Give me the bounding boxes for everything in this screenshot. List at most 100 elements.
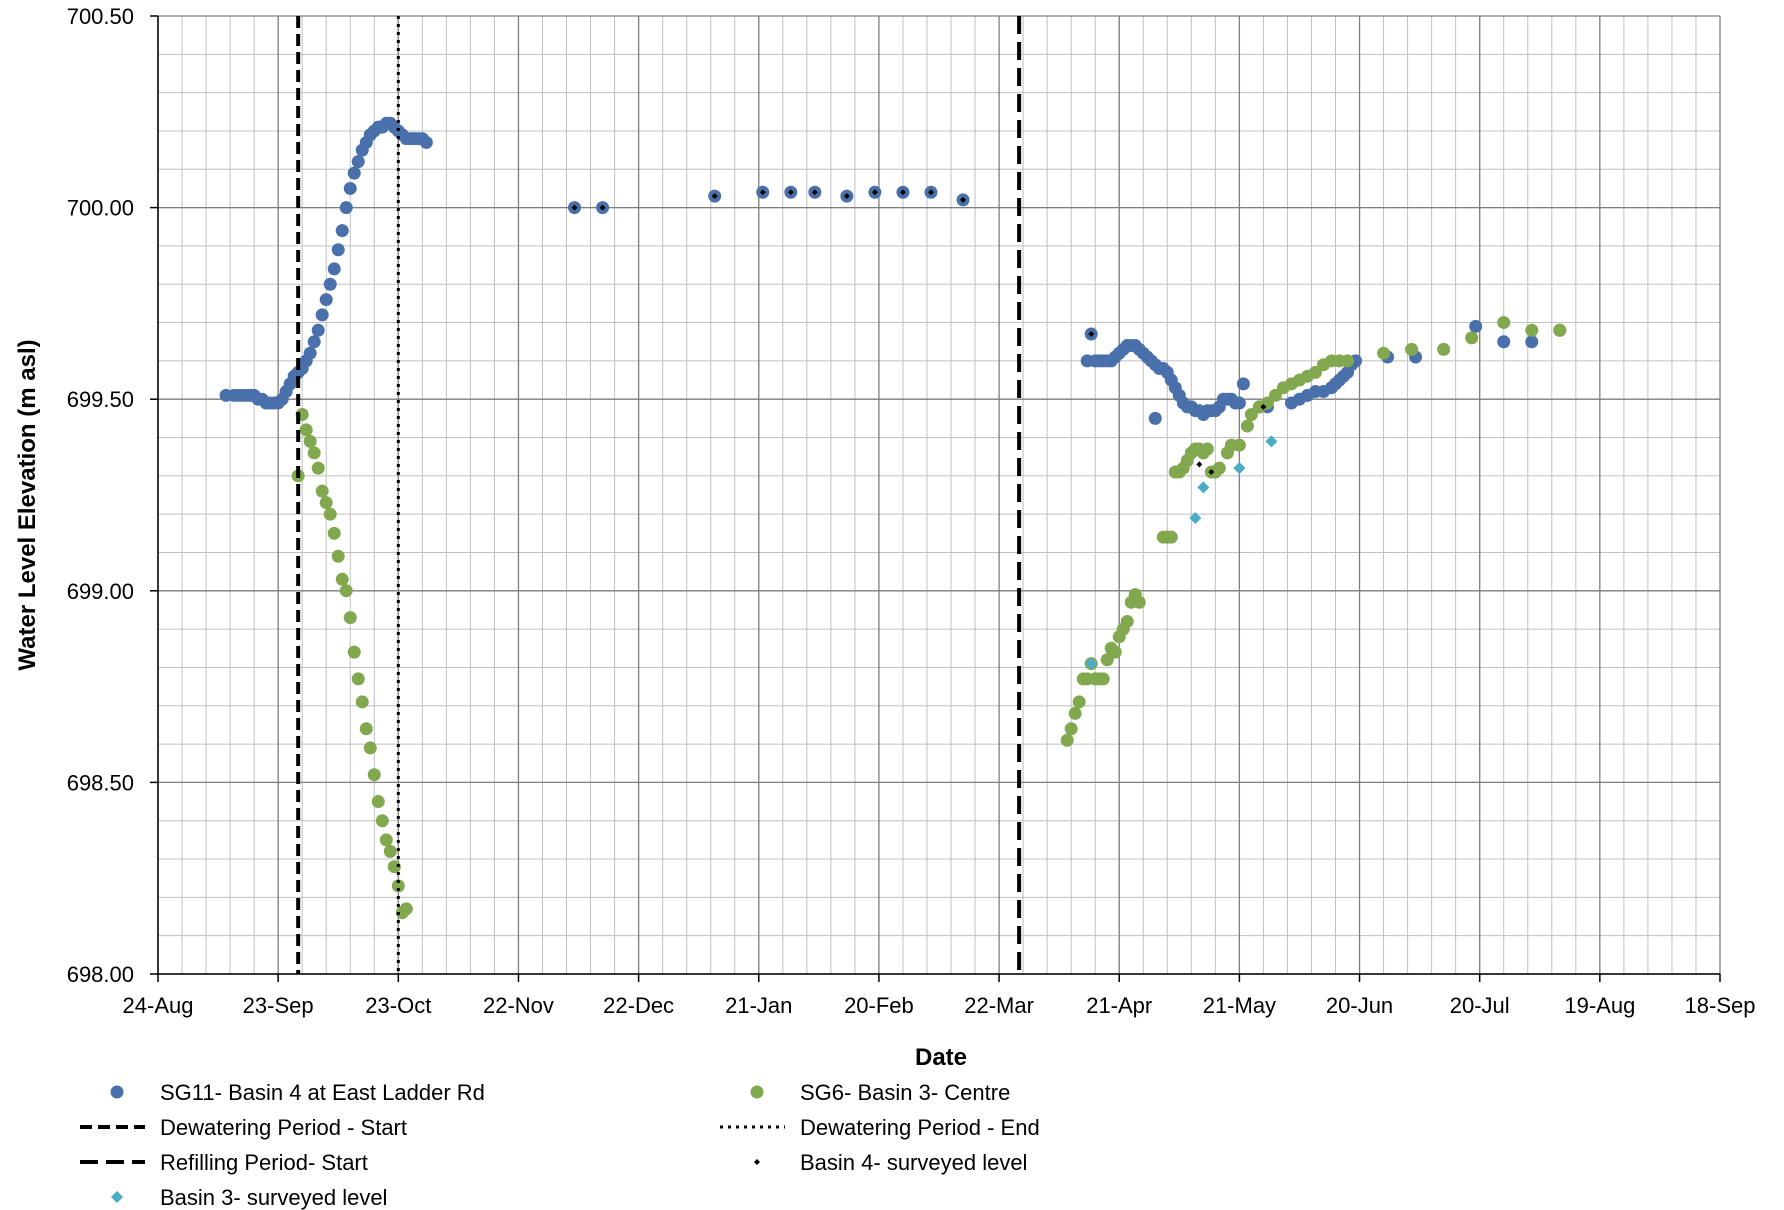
y-axis-title: Water Level Elevation (m asl) [14,339,41,670]
data-point [759,189,766,196]
data-point [383,844,397,858]
legend-item: Dewatering Period - End [720,1115,1040,1140]
data-point [1232,438,1246,452]
data-point [1553,323,1567,337]
data-point [927,189,934,196]
data-point [371,795,385,809]
data-point [375,814,389,828]
data-point [1208,469,1215,476]
data-point [1096,672,1110,686]
data-point [335,572,349,586]
data-point [1525,335,1539,349]
data-point [1085,657,1098,670]
legend-label: SG6- Basin 3- Centre [800,1080,1010,1105]
legend-symbol [750,1085,764,1099]
data-point [1200,442,1214,456]
data-point [311,461,325,475]
data-point [307,446,321,460]
data-point [1197,481,1210,494]
x-tick-label: 18-Sep [1685,993,1756,1018]
legend: SG11- Basin 4 at East Ladder Rd SG6- Basi… [80,1080,1040,1210]
data-point [331,549,345,563]
data-point [1068,706,1082,720]
data-point [1212,461,1226,475]
data-point [347,166,361,180]
data-point [355,695,369,709]
x-tick-label: 22-Nov [483,993,554,1018]
data-point [351,672,365,686]
data-point [311,323,325,337]
data-point [303,346,317,360]
data-point [399,902,413,916]
legend-item: Refilling Period- Start [80,1150,368,1175]
legend-item: Dewatering Period - Start [80,1115,407,1140]
data-point [1060,733,1074,747]
legend-symbol [111,1191,123,1203]
data-point [1260,403,1267,410]
series-0 [219,116,1567,425]
data-point [343,181,357,195]
data-series [219,116,1567,920]
x-tick-label: 20-Jun [1326,993,1393,1018]
legend-label: Dewatering Period - Start [160,1115,407,1140]
legend-label: Basin 3- surveyed level [160,1185,387,1210]
legend-symbol [110,1085,124,1099]
data-point [1120,614,1134,628]
data-point [315,308,329,322]
y-tick-label: 698.50 [67,770,134,795]
data-point [787,189,794,196]
data-point [1108,645,1122,659]
data-point [1525,323,1539,337]
data-point [1196,461,1203,468]
y-tick-labels: 698.00 698.50 699.00 699.50 700.00 700.50 [67,4,158,987]
data-point [960,196,967,203]
data-point [1497,335,1511,349]
data-point [419,135,433,149]
data-point [1236,377,1250,391]
legend-label: Dewatering Period - End [800,1115,1040,1140]
axes [157,16,1720,975]
y-tick-label: 699.00 [67,579,134,604]
legend-item: Basin 3- surveyed level [111,1185,387,1210]
data-point [319,293,333,307]
x-tick-label: 21-Jan [725,993,792,1018]
data-point [1233,462,1246,475]
data-point [1148,411,1162,425]
data-point [1240,419,1254,433]
data-point [1341,354,1355,368]
grid-minor [157,15,1721,975]
data-point [323,277,337,291]
legend-label: SG11- Basin 4 at East Ladder Rd [160,1080,485,1105]
data-point [1497,316,1511,330]
data-point [899,189,906,196]
data-point [331,243,345,257]
data-point [391,879,405,893]
data-point [387,860,401,874]
data-point [843,193,850,200]
data-point [307,335,321,349]
data-point [359,722,373,736]
data-point [351,155,365,169]
data-point [327,526,341,540]
y-tick-label: 698.00 [67,962,134,987]
data-point [1088,331,1095,338]
legend-label: Basin 4- surveyed level [800,1150,1027,1175]
data-point [323,507,337,521]
data-point [379,833,393,847]
y-tick-label: 700.50 [67,4,134,29]
data-point [347,645,361,659]
data-point [339,584,353,598]
y-tick-label: 700.00 [67,196,134,221]
data-point [343,611,357,625]
legend-item: SG6- Basin 3- Centre [750,1080,1010,1105]
x-tick-labels: 24-Aug 23-Sep 23-Oct 22-Nov 22-Dec 21-Jan 20-F… [123,974,1756,1018]
data-point [1189,511,1202,524]
x-tick-label: 23-Sep [243,993,314,1018]
x-tick-label: 19-Aug [1564,993,1635,1018]
data-point [1437,342,1451,356]
y-tick-label: 699.50 [67,387,134,412]
data-point [1232,396,1246,410]
legend-symbol [754,1159,760,1165]
period-lines [296,16,1022,974]
